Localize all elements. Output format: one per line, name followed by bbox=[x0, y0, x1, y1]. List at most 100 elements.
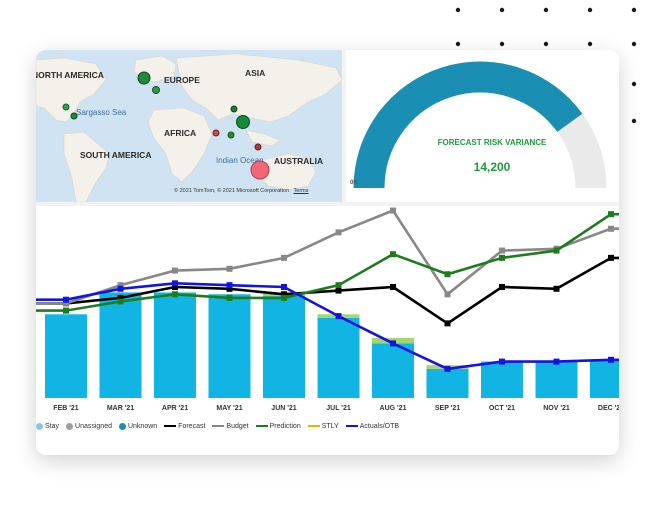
map-attribution-text: © 2021 TomTom, © 2021 Microsoft Corporat… bbox=[174, 188, 290, 194]
legend-label: STLY bbox=[321, 422, 339, 430]
series-marker bbox=[172, 291, 178, 298]
map-label-europe: EUROPE bbox=[164, 75, 200, 85]
series-marker bbox=[172, 267, 178, 274]
series-marker bbox=[117, 294, 124, 301]
forecast-risk-gauge[interactable]: FORECAST RISK VARIANCE 14,200 0K bbox=[346, 50, 619, 202]
series-marker bbox=[444, 271, 451, 278]
legend-item[interactable]: Prediction bbox=[255, 422, 301, 430]
series-marker bbox=[63, 300, 69, 307]
gauge-fill bbox=[353, 61, 583, 189]
map-label-asia: ASIA bbox=[245, 68, 266, 78]
chart-legend: Stay Unassigned Unknown Forecast Budget Predi… bbox=[36, 420, 406, 432]
series-marker bbox=[444, 320, 451, 327]
bar-unknown bbox=[154, 292, 196, 398]
gauge-arc bbox=[353, 61, 607, 189]
legend-item[interactable]: STLY bbox=[307, 422, 339, 430]
legend-label: Forecast bbox=[178, 422, 206, 430]
bar-unknown bbox=[372, 343, 414, 398]
legend-swatch bbox=[307, 425, 320, 427]
map-label-south-america: SOUTH AMERICA bbox=[80, 150, 152, 160]
series-marker bbox=[553, 285, 560, 292]
legend-swatch bbox=[345, 425, 358, 427]
legend-swatch bbox=[118, 422, 126, 430]
x-tick-label: OCT '21 bbox=[489, 405, 515, 412]
x-tick-label: JUL '21 bbox=[326, 405, 351, 412]
map-terms-link[interactable]: Terms bbox=[293, 188, 309, 194]
series-marker bbox=[226, 282, 233, 289]
legend-item[interactable]: Forecast bbox=[164, 423, 205, 430]
legend-swatch bbox=[212, 425, 225, 427]
bar-unknown bbox=[263, 296, 305, 398]
legend-item[interactable]: Stay bbox=[36, 422, 60, 430]
bar-unknown bbox=[426, 368, 469, 398]
x-tick-label: MAR '21 bbox=[107, 405, 134, 412]
gauge-title: FORECAST RISK VARIANCE bbox=[437, 138, 547, 147]
bar-unknown bbox=[45, 314, 87, 398]
legend-label: Unassigned bbox=[75, 422, 112, 430]
bar-unknown bbox=[535, 361, 578, 398]
series-marker bbox=[172, 283, 178, 290]
gauge-value: 14,200 bbox=[473, 160, 511, 174]
series-marker bbox=[226, 285, 233, 292]
world-map[interactable]: NORTH AMERICA EUROPE ASIA AFRICA SOUTH A… bbox=[36, 50, 342, 202]
x-tick-label: JUN '21 bbox=[271, 405, 297, 412]
legend-item[interactable]: Unassigned bbox=[66, 422, 112, 430]
dashboard-card: NORTH AMERICA EUROPE ASIA AFRICA SOUTH A… bbox=[36, 50, 619, 455]
series-marker bbox=[281, 254, 287, 261]
legend-label: Stay bbox=[45, 422, 60, 430]
series-marker bbox=[499, 254, 505, 261]
legend-item[interactable]: Actuals/OTB bbox=[345, 422, 400, 430]
legend-label: Budget bbox=[226, 422, 249, 430]
series-marker bbox=[63, 307, 69, 314]
map-label-sargasso-sea: Sargasso Sea bbox=[76, 108, 127, 117]
series-marker bbox=[172, 280, 178, 287]
series-marker bbox=[499, 283, 505, 290]
series-marker bbox=[117, 282, 124, 289]
series-marker bbox=[281, 291, 287, 298]
series-marker bbox=[499, 358, 505, 365]
map-bubble bbox=[70, 112, 78, 120]
series-marker bbox=[608, 356, 614, 363]
series-marker bbox=[608, 225, 614, 232]
legend-item[interactable]: Budget bbox=[212, 422, 249, 430]
series-marker bbox=[226, 294, 233, 301]
combo-chart[interactable]: FEB '21 MAR '21 APR '21 MAY '21 JUN '21 JUL '… bbox=[36, 206, 619, 455]
map-bubble bbox=[250, 160, 270, 180]
bar-unknown bbox=[208, 294, 251, 398]
bar-unknown bbox=[590, 359, 619, 398]
legend-label: Actuals/OTB bbox=[359, 422, 400, 430]
map-bubble bbox=[230, 105, 238, 113]
series-marker bbox=[281, 294, 287, 301]
bar-unknown bbox=[481, 361, 523, 398]
series-marker bbox=[390, 251, 396, 258]
series-marker bbox=[390, 283, 396, 290]
series-marker bbox=[499, 247, 505, 254]
legend-swatch bbox=[36, 422, 43, 430]
series-marker bbox=[608, 211, 614, 218]
map-attribution: © 2021 TomTom, © 2021 Microsoft Corporat… bbox=[174, 188, 309, 194]
series-marker bbox=[444, 365, 451, 372]
series-marker bbox=[281, 283, 287, 290]
legend-swatch bbox=[66, 422, 74, 430]
x-tick-label: APR '21 bbox=[162, 405, 188, 412]
decorative-dot-grid bbox=[455, 7, 637, 124]
map-land bbox=[36, 53, 342, 202]
series-marker bbox=[390, 340, 396, 347]
series-marker bbox=[553, 358, 560, 365]
legend-label: Prediction bbox=[269, 422, 301, 430]
legend-label: Unknown bbox=[127, 422, 158, 430]
series-marker bbox=[335, 313, 342, 320]
map-bubble bbox=[62, 103, 70, 111]
map-bubble bbox=[137, 71, 151, 85]
map-label-indian-ocean: Indian Ocean bbox=[216, 156, 264, 165]
series-marker bbox=[226, 265, 233, 272]
x-tick-label: DEC '21 bbox=[598, 405, 619, 412]
legend-item[interactable]: Unknown bbox=[118, 422, 158, 430]
gauge-min-label: 0K bbox=[350, 180, 358, 186]
x-tick-label: SEP '21 bbox=[435, 405, 460, 412]
x-tick-label: AUG '21 bbox=[380, 405, 407, 412]
series-marker bbox=[335, 287, 342, 294]
x-tick-label: MAY '21 bbox=[216, 405, 242, 412]
series-marker bbox=[444, 291, 451, 298]
series-marker bbox=[608, 254, 614, 261]
